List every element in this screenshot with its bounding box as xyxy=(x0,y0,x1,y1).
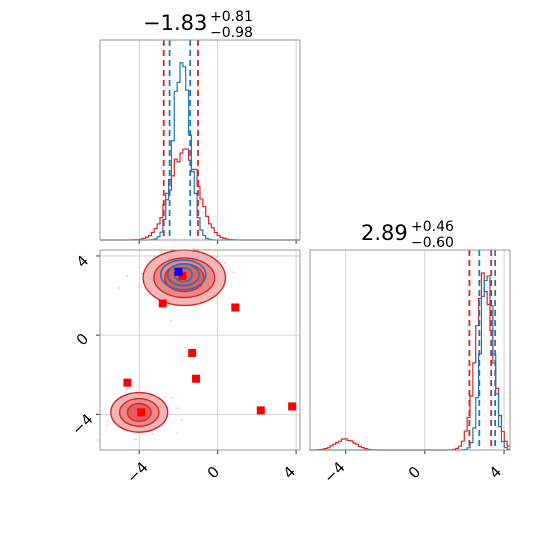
top-title-plus: +0.81 xyxy=(210,9,253,25)
y-tick-label: 0 xyxy=(73,330,92,349)
sample-dot xyxy=(192,247,195,250)
contour-blue xyxy=(166,263,200,287)
sample-dot xyxy=(160,251,163,253)
sample-dot xyxy=(176,407,179,410)
right-x-tick-labels: −4 0 4 xyxy=(320,458,505,486)
sample-dot xyxy=(216,256,218,259)
axes-frame xyxy=(309,249,511,451)
joint-x-tick-labels: −4 0 4 xyxy=(123,458,299,486)
x-tick-label: −4 xyxy=(123,458,151,486)
sample-dot xyxy=(97,439,99,441)
right-title-minus: −0.60 xyxy=(411,235,454,251)
sample-dot xyxy=(170,397,173,400)
sample-dot xyxy=(151,432,154,435)
marginal-histogram-right xyxy=(309,249,511,454)
sample-dot xyxy=(169,319,172,322)
marker-red-square xyxy=(137,408,146,417)
sample-dot xyxy=(181,419,184,422)
joint-y-tick-labels: −4 0 4 xyxy=(68,252,96,439)
x-tick-label: 0 xyxy=(405,463,424,482)
right-title-median: 2.89 xyxy=(361,221,408,245)
right-title-plus: +0.46 xyxy=(411,219,454,235)
x-tick-label: −4 xyxy=(320,458,348,486)
y-tick-label: −4 xyxy=(68,410,96,438)
sample-dot xyxy=(125,388,127,391)
joint-scatter-panel xyxy=(96,247,301,454)
marker-blue-square xyxy=(174,267,183,276)
contour-blue xyxy=(159,259,207,291)
sample-dot xyxy=(134,438,137,441)
sample-dot xyxy=(232,271,235,274)
axes-frame xyxy=(99,249,301,451)
y-tick-label: 4 xyxy=(73,252,92,271)
sample-dot xyxy=(106,424,109,427)
x-tick-label: 4 xyxy=(280,463,299,482)
marginal-histogram-top xyxy=(99,39,301,244)
sample-dot xyxy=(176,432,179,435)
histogram-blue xyxy=(100,62,300,241)
x-tick-label: 4 xyxy=(486,463,505,482)
top-panel-title: −1.83 +0.81 −0.98 xyxy=(143,9,253,41)
marker-red-square xyxy=(256,406,265,415)
marker-red-square xyxy=(288,402,297,411)
top-title-median: −1.83 xyxy=(143,11,207,35)
marker-red-square xyxy=(123,378,132,387)
sample-dot xyxy=(143,255,146,257)
marker-red-square xyxy=(192,374,201,383)
marker-red-square xyxy=(158,299,167,308)
sample-dot xyxy=(126,274,128,277)
right-panel-title: 2.89 +0.46 −0.60 xyxy=(361,219,454,251)
sample-dot xyxy=(107,420,109,422)
top-title-minus: −0.98 xyxy=(210,25,253,41)
x-tick-label: 0 xyxy=(204,463,223,482)
sample-dot xyxy=(141,272,143,275)
marker-red-square xyxy=(188,348,197,357)
sample-dot xyxy=(105,414,108,417)
axes-frame xyxy=(99,39,301,241)
sample-dot xyxy=(224,261,227,264)
sample-dot xyxy=(118,287,120,289)
marker-red-square xyxy=(231,303,240,312)
sample-dot xyxy=(164,396,167,399)
